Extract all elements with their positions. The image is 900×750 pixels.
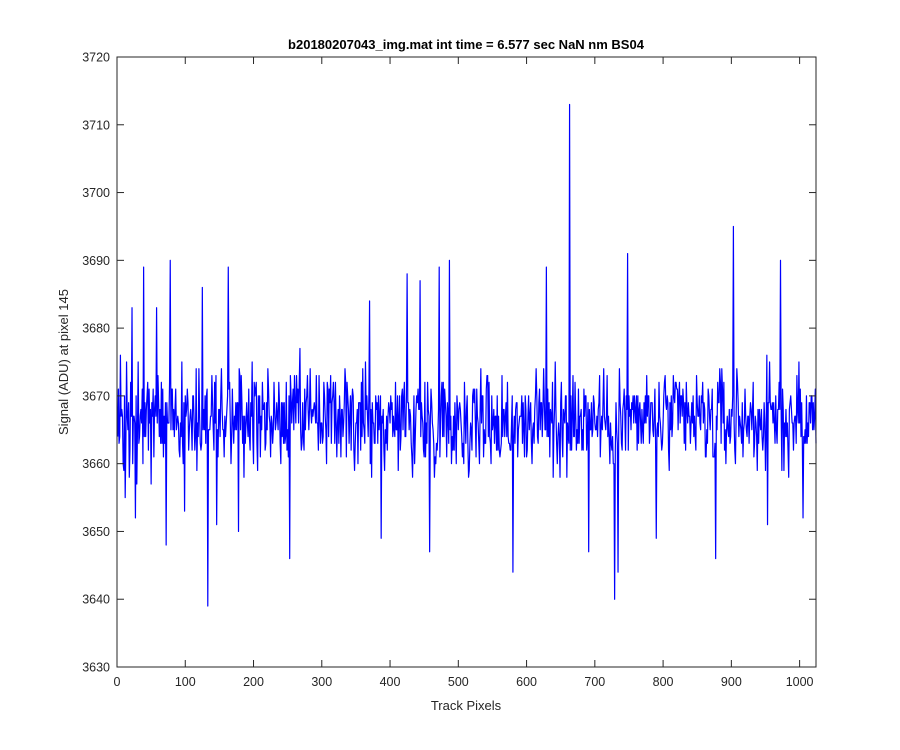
x-tick-label: 0 xyxy=(114,675,121,689)
y-tick-label: 3660 xyxy=(82,457,110,471)
x-axis-title: Track Pixels xyxy=(431,698,502,713)
x-tick-label: 700 xyxy=(584,675,605,689)
y-tick-label: 3710 xyxy=(82,118,110,132)
x-tick-label: 900 xyxy=(721,675,742,689)
y-tick-label: 3670 xyxy=(82,389,110,403)
x-tick-label: 500 xyxy=(448,675,469,689)
x-tick-label: 400 xyxy=(380,675,401,689)
y-tick-label: 3720 xyxy=(82,51,110,65)
y-tick-label: 3640 xyxy=(82,593,110,607)
series-layer xyxy=(117,103,817,607)
y-tick-label: 3700 xyxy=(82,186,110,200)
y-tick-label: 3630 xyxy=(82,661,110,675)
y-tick-label: 3680 xyxy=(82,322,110,336)
x-tick-label: 1000 xyxy=(786,675,814,689)
plot-area xyxy=(117,57,816,667)
ticks-layer: 0 100 200 300 400 500 600 700 800 900 1000 3630 3640… xyxy=(82,51,816,689)
y-tick-label: 3690 xyxy=(82,254,110,268)
y-axis-title: Signal (ADU) at pixel 145 xyxy=(56,289,71,435)
y-tick-label: 3650 xyxy=(82,525,110,539)
x-tick-label: 300 xyxy=(311,675,332,689)
x-tick-label: 600 xyxy=(516,675,537,689)
x-tick-label: 100 xyxy=(175,675,196,689)
series-line-0 xyxy=(117,103,817,607)
x-tick-label: 800 xyxy=(653,675,674,689)
x-tick-label: 200 xyxy=(243,675,264,689)
axes-box xyxy=(116,56,817,668)
chart-title: b20180207043_img.mat int time = 6.577 se… xyxy=(288,37,645,52)
